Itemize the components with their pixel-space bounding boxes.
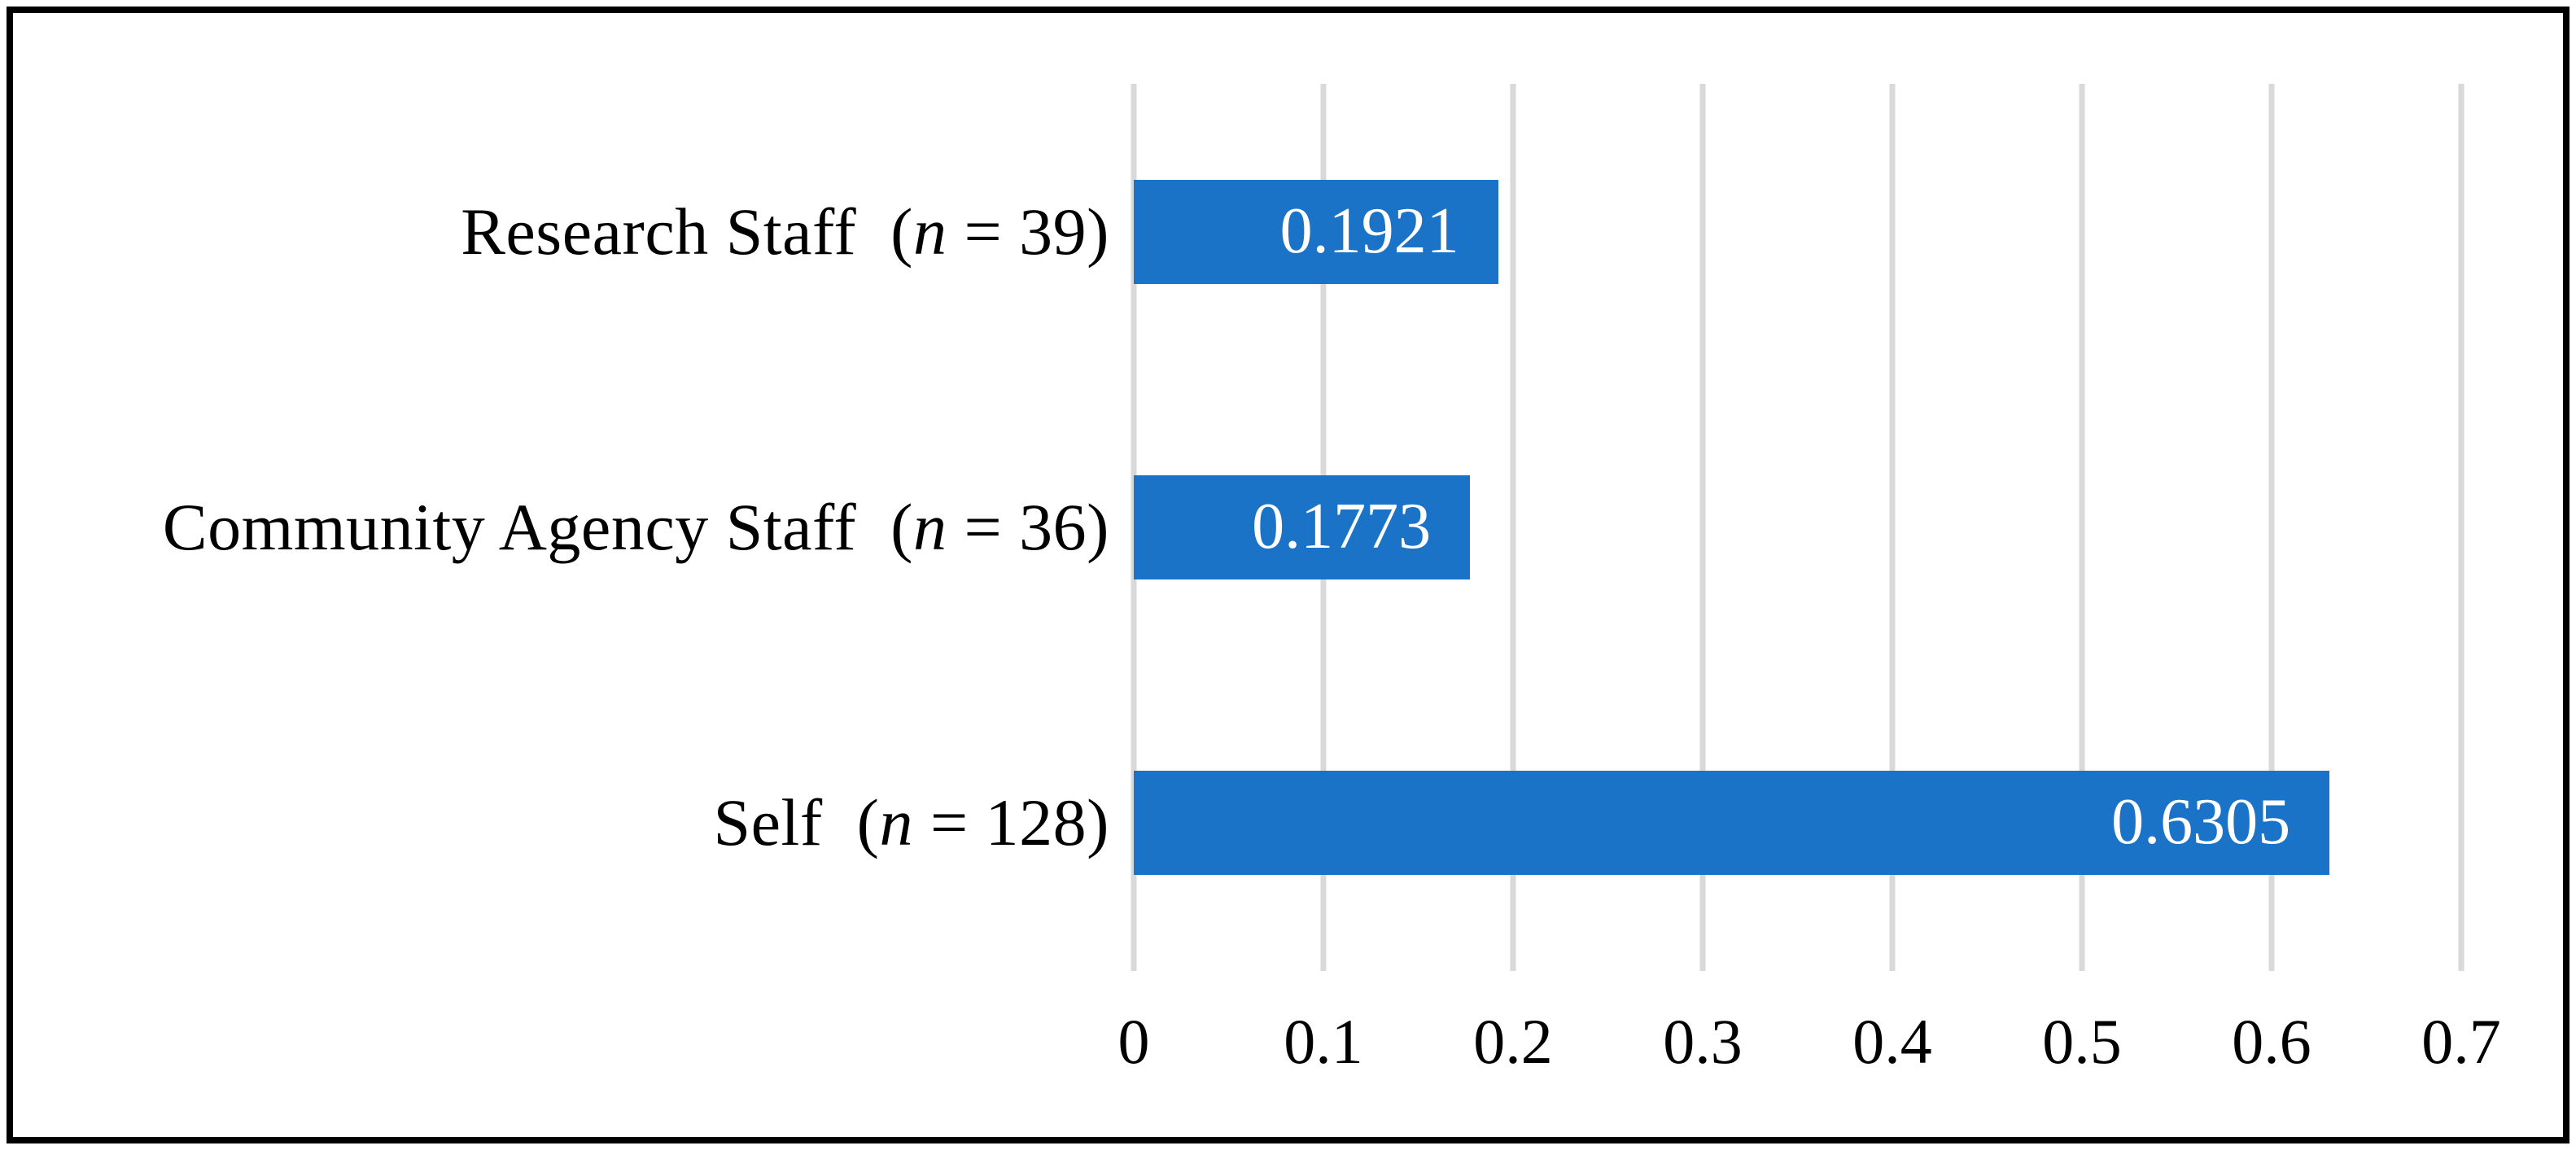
gridline <box>2458 84 2464 971</box>
n-italic: n <box>912 194 947 269</box>
x-tick-label: 0.6 <box>2232 1006 2311 1077</box>
bar-row: Community Agency Staff (n = 36) 0.1773 <box>163 379 2461 675</box>
gridline <box>2268 84 2275 971</box>
x-axis: 0 0.1 0.2 0.3 0.4 0.5 0.6 0.7 <box>1118 1005 2501 1087</box>
n-italic: n <box>912 489 947 564</box>
value-label: 0.1773 <box>1252 490 1432 562</box>
bar-row: Self (n = 128) 0.6305 <box>714 676 2461 971</box>
category-label: Community Agency Staff (n = 36) <box>162 489 1109 564</box>
gridline <box>2079 84 2085 971</box>
n-italic: n <box>879 785 913 860</box>
x-tick-label: 0.7 <box>2421 1006 2501 1077</box>
bar: 0.1773 <box>1134 474 1471 579</box>
x-tick-label: 0.3 <box>1663 1006 1743 1077</box>
gridline <box>1699 84 1706 971</box>
plot-area: Research Staff (n = 39) 0.1921 Community A… <box>163 84 2501 1077</box>
gridline <box>1889 84 1896 971</box>
value-label: 0.1921 <box>1279 195 1459 267</box>
gridline <box>1510 84 1516 971</box>
bar-row: Research Staff (n = 39) 0.1921 <box>461 84 2461 379</box>
category-label: Self (n = 128) <box>713 785 1109 860</box>
x-tick-label: 0.2 <box>1473 1006 1553 1077</box>
figure-frame: Research Staff (n = 39) 0.1921 Community A… <box>7 7 2569 1143</box>
bar: 0.1921 <box>1134 179 1498 284</box>
x-tick-label: 0 <box>1117 1006 1150 1077</box>
x-tick-label: 0.5 <box>2042 1006 2122 1077</box>
category-label: Research Staff (n = 39) <box>461 194 1109 269</box>
x-tick-label: 0.1 <box>1284 1006 1363 1077</box>
value-label: 0.6305 <box>2111 786 2291 859</box>
x-tick-label: 0.4 <box>1852 1006 1932 1077</box>
bar: 0.6305 <box>1134 771 2330 876</box>
